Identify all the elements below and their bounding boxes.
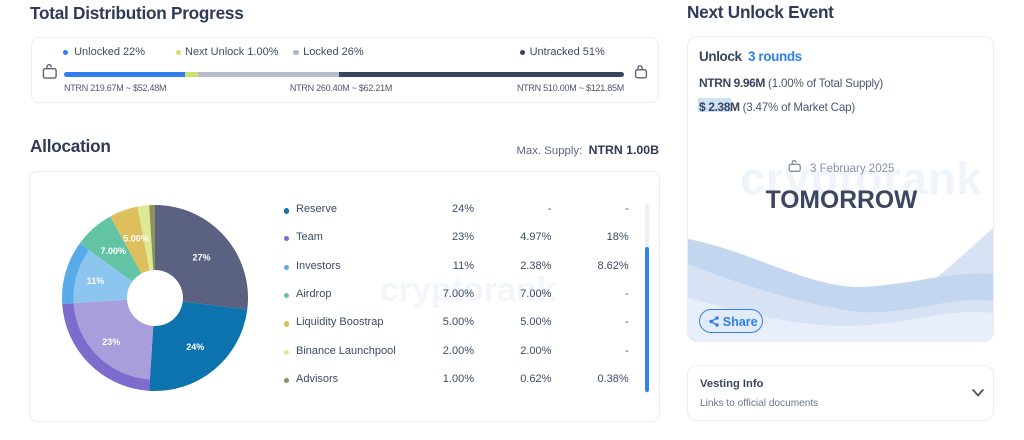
svg-text:27%: 27% <box>192 252 210 262</box>
svg-text:24%: 24% <box>186 342 204 352</box>
svg-text:7.00%: 7.00% <box>101 246 127 256</box>
svg-text:11%: 11% <box>87 276 105 286</box>
svg-text:23%: 23% <box>102 337 120 347</box>
svg-text:5.00%: 5.00% <box>123 234 149 244</box>
